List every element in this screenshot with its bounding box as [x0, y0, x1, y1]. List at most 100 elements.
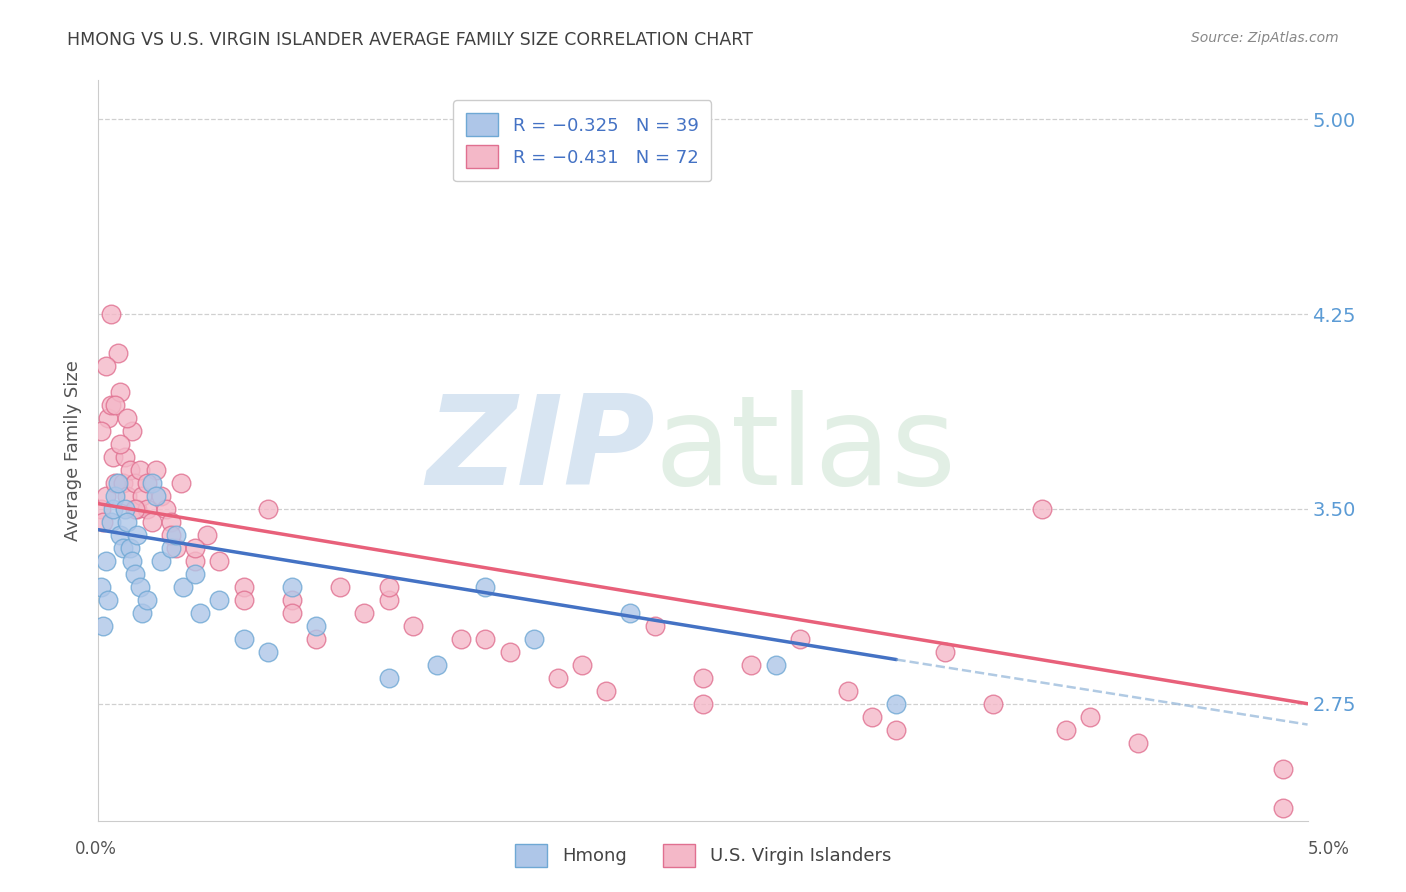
Point — [118, 541, 141, 555]
Text: atlas: atlas — [655, 390, 956, 511]
Text: ZIP: ZIP — [426, 390, 655, 511]
Point — [97, 592, 120, 607]
Point — [107, 346, 129, 360]
Point — [160, 541, 183, 555]
Point — [155, 502, 177, 516]
Point — [377, 592, 399, 607]
Point — [232, 580, 254, 594]
Point — [281, 592, 304, 607]
Point — [117, 515, 139, 529]
Legend: Hmong, U.S. Virgin Islanders: Hmong, U.S. Virgin Islanders — [506, 835, 900, 876]
Point — [141, 515, 163, 529]
Point — [141, 475, 163, 490]
Point — [100, 398, 122, 412]
Point — [547, 671, 569, 685]
Point — [208, 554, 231, 568]
Point — [101, 502, 124, 516]
Point — [789, 632, 811, 646]
Point — [208, 592, 231, 607]
Text: 0.0%: 0.0% — [75, 840, 117, 858]
Point — [474, 632, 496, 646]
Point — [117, 489, 139, 503]
Point — [108, 528, 131, 542]
Point — [90, 502, 112, 516]
Point — [188, 606, 211, 620]
Point — [145, 463, 167, 477]
Point — [104, 489, 127, 503]
Point — [256, 645, 278, 659]
Point — [281, 580, 304, 594]
Point — [108, 437, 131, 451]
Point — [97, 411, 120, 425]
Point — [837, 683, 859, 698]
Point — [765, 657, 787, 672]
Point — [117, 411, 139, 425]
Point — [860, 710, 883, 724]
Point — [160, 515, 183, 529]
Point — [353, 606, 375, 620]
Point — [184, 566, 207, 581]
Point — [740, 657, 762, 672]
Point — [1272, 762, 1295, 776]
Point — [329, 580, 352, 594]
Point — [91, 515, 114, 529]
Point — [595, 683, 617, 698]
Point — [145, 489, 167, 503]
Text: HMONG VS U.S. VIRGIN ISLANDER AVERAGE FAMILY SIZE CORRELATION CHART: HMONG VS U.S. VIRGIN ISLANDER AVERAGE FA… — [67, 31, 754, 49]
Point — [1054, 723, 1077, 737]
Point — [172, 580, 194, 594]
Point — [90, 424, 112, 438]
Point — [100, 307, 122, 321]
Point — [886, 697, 908, 711]
Point — [692, 697, 714, 711]
Point — [981, 697, 1004, 711]
Point — [232, 592, 254, 607]
Point — [498, 645, 520, 659]
Point — [114, 502, 136, 516]
Point — [128, 463, 150, 477]
Point — [402, 619, 425, 633]
Legend: R = −0.325   N = 39, R = −0.431   N = 72: R = −0.325 N = 39, R = −0.431 N = 72 — [453, 101, 711, 181]
Point — [232, 632, 254, 646]
Point — [377, 580, 399, 594]
Point — [160, 528, 183, 542]
Point — [121, 554, 143, 568]
Y-axis label: Average Family Size: Average Family Size — [65, 360, 83, 541]
Point — [94, 489, 117, 503]
Point — [104, 475, 127, 490]
Point — [474, 580, 496, 594]
Point — [128, 580, 150, 594]
Point — [184, 554, 207, 568]
Point — [571, 657, 593, 672]
Point — [124, 566, 146, 581]
Point — [377, 671, 399, 685]
Point — [135, 592, 157, 607]
Point — [135, 475, 157, 490]
Point — [1128, 736, 1150, 750]
Point — [124, 502, 146, 516]
Point — [619, 606, 641, 620]
Point — [101, 450, 124, 464]
Point — [150, 489, 173, 503]
Text: 5.0%: 5.0% — [1308, 840, 1350, 858]
Point — [121, 424, 143, 438]
Point — [256, 502, 278, 516]
Point — [1272, 800, 1295, 814]
Point — [127, 502, 149, 516]
Point — [184, 541, 207, 555]
Point — [91, 619, 114, 633]
Point — [114, 450, 136, 464]
Point — [1031, 502, 1053, 516]
Point — [195, 528, 218, 542]
Point — [124, 475, 146, 490]
Text: Source: ZipAtlas.com: Source: ZipAtlas.com — [1191, 31, 1339, 45]
Point — [131, 489, 153, 503]
Point — [100, 515, 122, 529]
Point — [150, 554, 173, 568]
Point — [90, 580, 112, 594]
Point — [131, 606, 153, 620]
Point — [108, 384, 131, 399]
Point — [523, 632, 546, 646]
Point — [127, 528, 149, 542]
Point — [135, 502, 157, 516]
